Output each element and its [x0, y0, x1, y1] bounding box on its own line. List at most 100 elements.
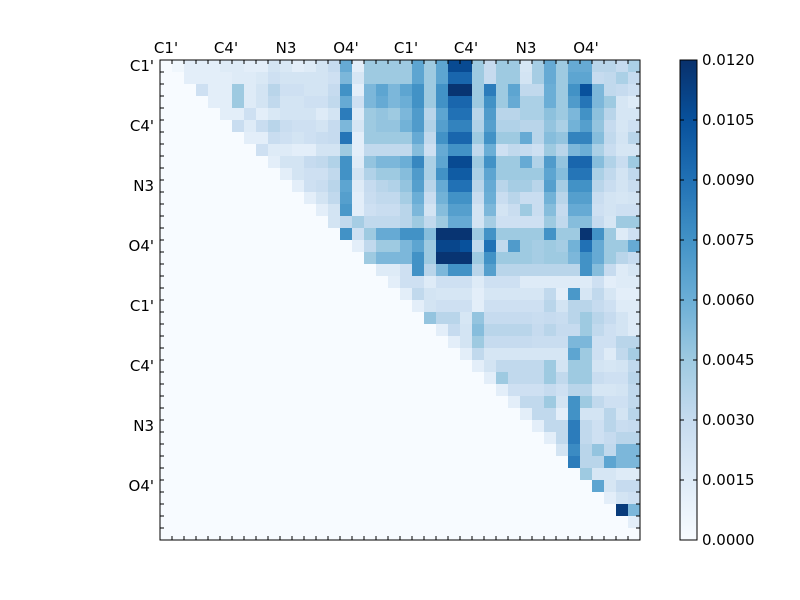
heatmap-cell	[160, 240, 173, 253]
heatmap-cell	[220, 324, 233, 337]
heatmap-cell	[340, 528, 353, 541]
heatmap-cell	[532, 204, 545, 217]
heatmap-cell	[628, 204, 641, 217]
heatmap-cell	[280, 204, 293, 217]
heatmap-cell	[316, 144, 329, 157]
heatmap-cell	[328, 180, 341, 193]
heatmap-cell	[208, 264, 221, 277]
heatmap-cell	[532, 384, 545, 397]
heatmap-cells	[160, 60, 641, 541]
heatmap-cell	[328, 456, 341, 469]
heatmap-cell	[196, 72, 209, 85]
heatmap-cell	[544, 264, 557, 277]
heatmap-cell	[508, 204, 521, 217]
heatmap-cell	[544, 420, 557, 433]
heatmap-cell	[424, 492, 437, 505]
heatmap-cell	[496, 360, 509, 373]
heatmap-cell	[592, 84, 605, 97]
heatmap-cell	[160, 396, 173, 409]
heatmap-cell	[604, 300, 617, 313]
heatmap-cell	[532, 336, 545, 349]
heatmap-cell	[364, 144, 377, 157]
heatmap-cell	[460, 384, 473, 397]
heatmap-cell	[172, 312, 185, 325]
heatmap-cell	[268, 276, 281, 289]
heatmap-cell	[604, 288, 617, 301]
heatmap-cell	[544, 120, 557, 133]
heatmap-cell	[448, 444, 461, 457]
heatmap-cell	[436, 372, 449, 385]
heatmap-cell	[616, 180, 629, 193]
heatmap-cell	[160, 276, 173, 289]
heatmap-cell	[256, 300, 269, 313]
heatmap-cell	[364, 528, 377, 541]
x-tick-label: C4'	[454, 39, 478, 57]
heatmap-cell	[364, 516, 377, 529]
heatmap-cell	[400, 408, 413, 421]
heatmap-cell	[520, 168, 533, 181]
heatmap-cell	[184, 144, 197, 157]
heatmap-cell	[496, 348, 509, 361]
heatmap-cell	[304, 432, 317, 445]
heatmap-cell	[256, 492, 269, 505]
heatmap-cell	[448, 132, 461, 145]
heatmap-cell	[268, 348, 281, 361]
heatmap-cell	[328, 288, 341, 301]
heatmap-cell	[172, 240, 185, 253]
heatmap-cell	[616, 492, 629, 505]
heatmap-cell	[472, 396, 485, 409]
heatmap-cell	[484, 132, 497, 145]
heatmap-cell	[400, 252, 413, 265]
heatmap-cell	[244, 528, 257, 541]
heatmap-cell	[532, 144, 545, 157]
heatmap-cell	[388, 420, 401, 433]
heatmap-cell	[424, 288, 437, 301]
heatmap-cell	[364, 228, 377, 241]
heatmap-cell	[472, 480, 485, 493]
heatmap-cell	[460, 240, 473, 253]
heatmap-cell	[160, 480, 173, 493]
heatmap-cell	[352, 516, 365, 529]
heatmap-cell	[340, 96, 353, 109]
heatmap-cell	[544, 336, 557, 349]
heatmap-cell	[412, 468, 425, 481]
heatmap-cell	[580, 360, 593, 373]
heatmap-cell	[556, 360, 569, 373]
heatmap-cell	[172, 336, 185, 349]
heatmap-cell	[256, 468, 269, 481]
heatmap-cell	[304, 96, 317, 109]
heatmap-cell	[208, 72, 221, 85]
heatmap-cell	[280, 156, 293, 169]
heatmap-cell	[604, 216, 617, 229]
heatmap-cell	[616, 420, 629, 433]
heatmap-cell	[328, 216, 341, 229]
heatmap-cell	[604, 396, 617, 409]
heatmap-cell	[472, 120, 485, 133]
heatmap-cell	[160, 516, 173, 529]
heatmap-cell	[364, 132, 377, 145]
heatmap-cell	[496, 84, 509, 97]
heatmap-cell	[376, 372, 389, 385]
heatmap-cell	[316, 396, 329, 409]
heatmap-cell	[340, 348, 353, 361]
heatmap-cell	[304, 72, 317, 85]
heatmap-cell	[160, 372, 173, 385]
heatmap-cell	[580, 480, 593, 493]
heatmap-cell	[364, 456, 377, 469]
heatmap-cell	[292, 216, 305, 229]
heatmap-cell	[328, 444, 341, 457]
heatmap-cell	[208, 504, 221, 517]
heatmap-cell	[232, 180, 245, 193]
heatmap-cell	[616, 96, 629, 109]
heatmap-cell	[508, 420, 521, 433]
heatmap-cell	[532, 108, 545, 121]
heatmap-cell	[496, 444, 509, 457]
heatmap-cell	[316, 156, 329, 169]
heatmap-cell	[424, 456, 437, 469]
heatmap-cell	[484, 468, 497, 481]
heatmap-cell	[448, 432, 461, 445]
y-tick-label: O4'	[129, 477, 154, 495]
heatmap-cell	[532, 468, 545, 481]
heatmap-cell	[436, 468, 449, 481]
heatmap-cell	[196, 264, 209, 277]
